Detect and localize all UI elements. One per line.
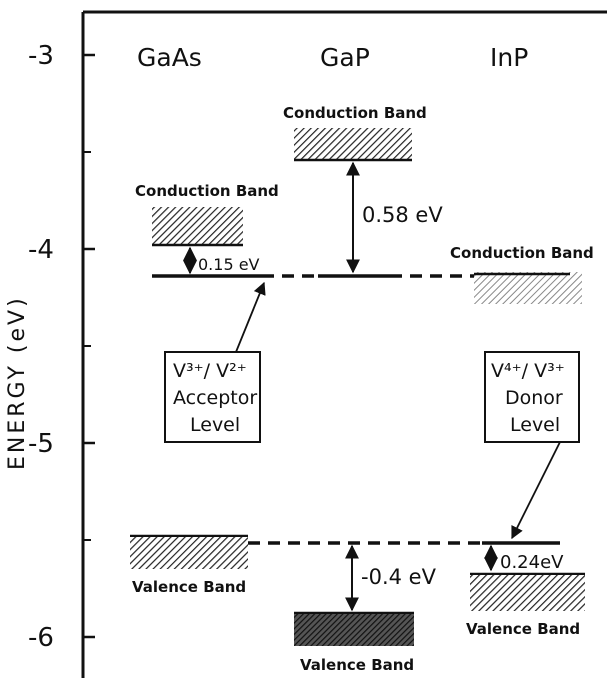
inp-donor-gap-label: 0.24eV bbox=[500, 552, 564, 573]
gaas-valence-band-label: Valence Band bbox=[132, 578, 246, 596]
gap-valence-band-label: Valence Band bbox=[300, 656, 414, 674]
acceptor-box-line-2: Acceptor bbox=[173, 387, 257, 409]
tick-label: -5 bbox=[28, 429, 54, 459]
acceptor-box-line-1: V³⁺/ V²⁺ bbox=[173, 360, 247, 382]
donor-pointer-arrow bbox=[511, 441, 561, 540]
acceptor-pointer-arrow bbox=[235, 281, 266, 353]
donor-box-line-3: Level bbox=[510, 414, 560, 436]
tick-label: -3 bbox=[28, 41, 54, 71]
gap-conduction-band bbox=[294, 128, 412, 160]
acceptor-box-line-3: Level bbox=[190, 414, 240, 436]
donor-box-line-2: Donor bbox=[505, 387, 563, 409]
acceptor-level-box bbox=[164, 351, 261, 443]
material-label-gaas: GaAs bbox=[137, 43, 202, 72]
material-label-inp: InP bbox=[490, 43, 528, 72]
tick-label: -4 bbox=[28, 235, 54, 265]
inp-valence-band bbox=[470, 575, 585, 611]
tick-label: -6 bbox=[28, 623, 54, 653]
gap-conduction-band-label: Conduction Band bbox=[283, 104, 427, 122]
gap-valence-band bbox=[294, 614, 414, 646]
y-axis-label: ENERGY (eV) bbox=[5, 295, 30, 470]
inp-conduction-band-label: Conduction Band bbox=[450, 244, 594, 262]
gaas-acceptor-gap-label: 0.15 eV bbox=[198, 255, 260, 274]
gaas-conduction-band bbox=[152, 207, 243, 245]
material-label-gap: GaP bbox=[320, 43, 370, 72]
gaas-valence-band bbox=[130, 537, 248, 569]
gaas-conduction-band-label: Conduction Band bbox=[135, 182, 279, 200]
inp-conduction-band bbox=[474, 272, 582, 304]
inp-valence-band-label: Valence Band bbox=[466, 620, 580, 638]
gap-donor-gap-label: -0.4 eV bbox=[361, 565, 437, 589]
gap-acceptor-gap-label: 0.58 eV bbox=[362, 203, 443, 227]
donor-level-box bbox=[484, 351, 580, 443]
donor-box-line-1: V⁴⁺/ V³⁺ bbox=[491, 360, 565, 382]
